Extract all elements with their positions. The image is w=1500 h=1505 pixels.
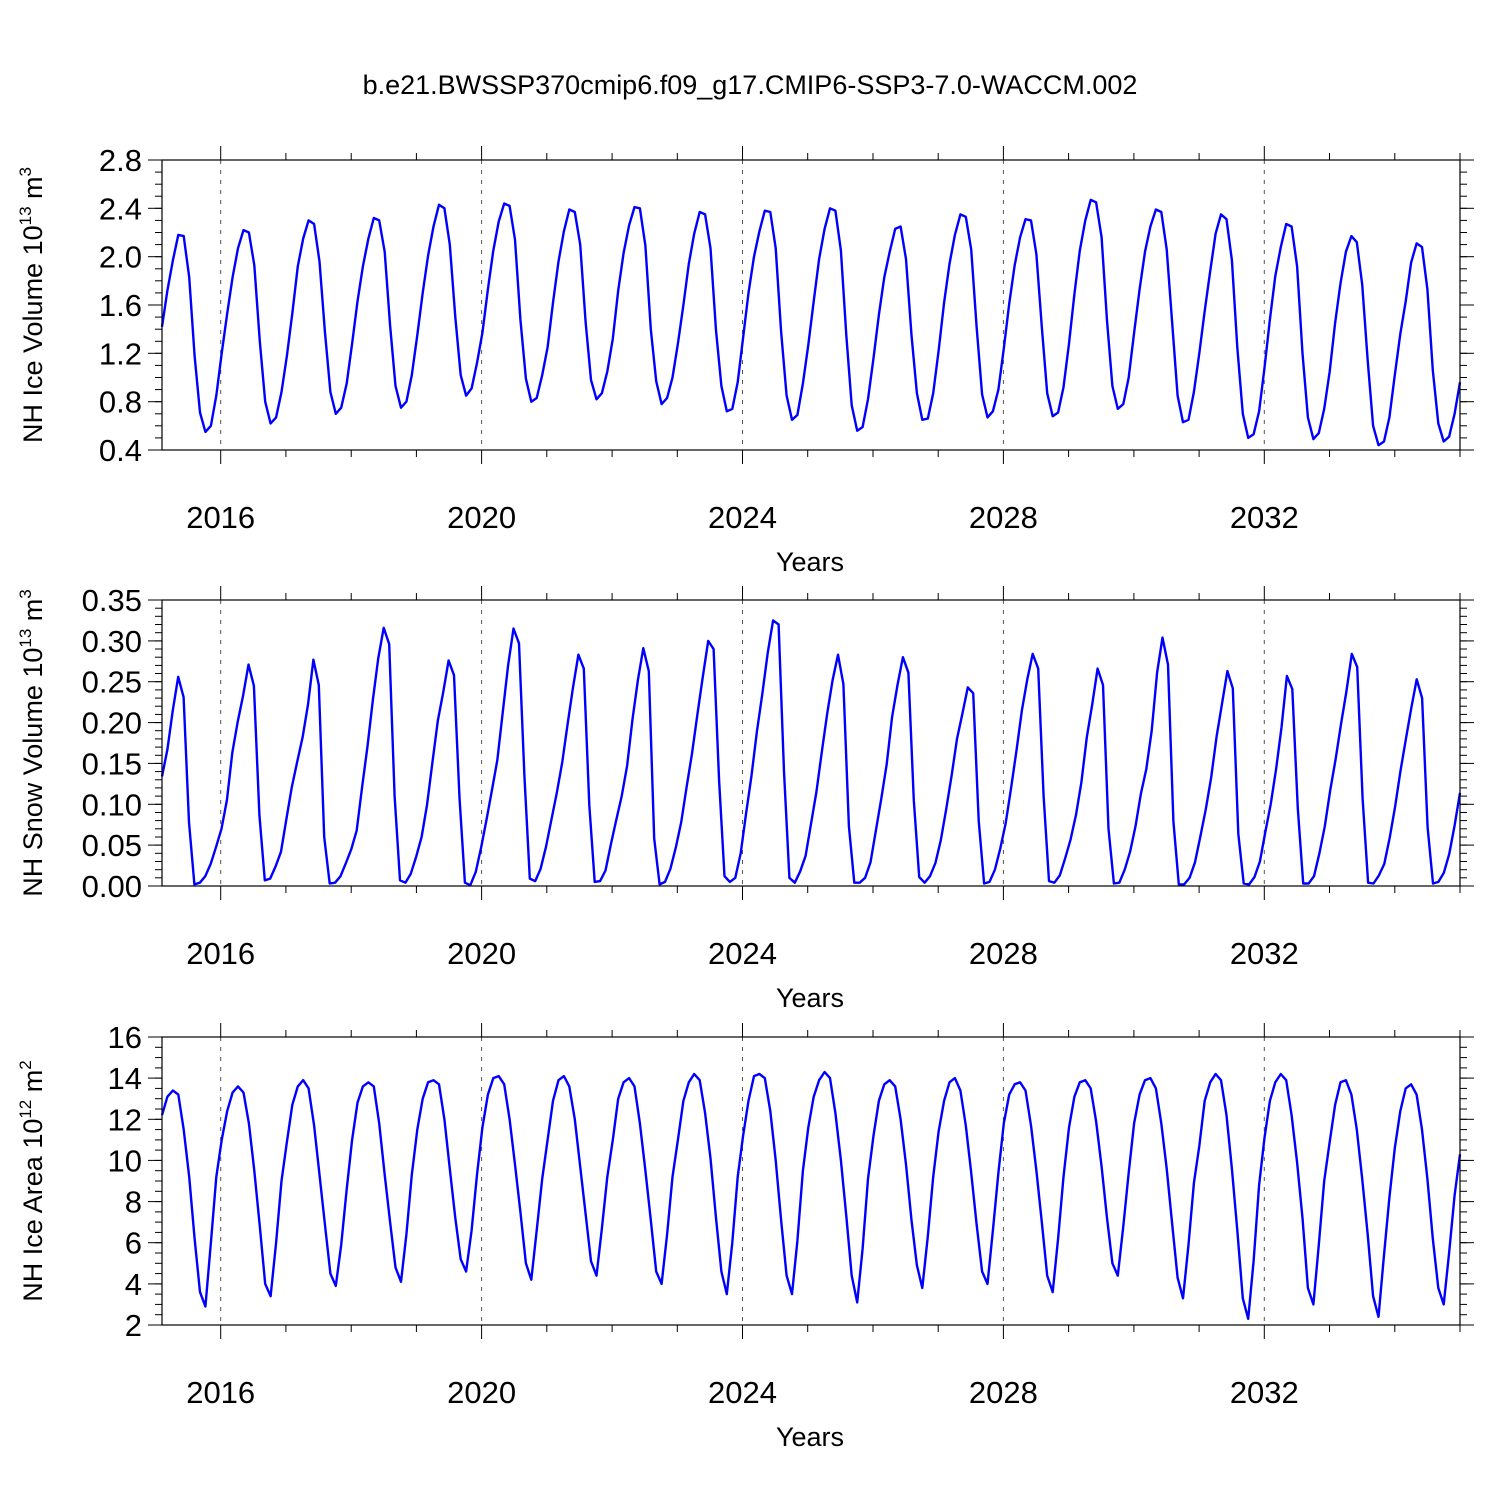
y-tick-label: 0.15 bbox=[82, 746, 142, 781]
y-tick-label: 10 bbox=[108, 1143, 142, 1178]
series-line bbox=[160, 198, 1462, 447]
x-tick-label: 2028 bbox=[969, 500, 1038, 535]
y-tick-label: 2 bbox=[125, 1308, 142, 1343]
y-tick-label: 0.30 bbox=[82, 624, 142, 659]
y-tick-label: 1.2 bbox=[99, 336, 142, 371]
y-tick-label: 1.6 bbox=[99, 288, 142, 323]
x-tick-label: 2020 bbox=[447, 936, 516, 971]
x-tick-label: 2024 bbox=[708, 500, 777, 535]
x-tick-label: 2020 bbox=[447, 1375, 516, 1410]
plot-frame bbox=[161, 1036, 1461, 1326]
series-line bbox=[160, 1070, 1462, 1321]
y-tick-label: 0.20 bbox=[82, 706, 142, 741]
y-tick-label: 0.10 bbox=[82, 787, 142, 822]
chart-title: b.e21.BWSSP370cmip6.f09_g17.CMIP6-SSP3-7… bbox=[362, 70, 1138, 100]
x-tick-label: 2032 bbox=[1230, 936, 1299, 971]
x-tick-label: 2032 bbox=[1230, 500, 1299, 535]
plot-frame bbox=[161, 599, 1461, 887]
x-tick-label: 2016 bbox=[186, 936, 255, 971]
panel-2: 0.00 0.05 0.10 0.15 0.20 0.25 0.30 0.35 2016 2020… bbox=[16, 583, 1474, 1013]
y-axis-label: NH Snow Volume 1013 m3 bbox=[16, 589, 48, 897]
y-tick-label: 6 bbox=[125, 1226, 142, 1261]
x-axis-label: Years bbox=[776, 983, 844, 1013]
y-tick-label: 2.0 bbox=[99, 240, 142, 275]
x-tick-label: 2020 bbox=[447, 500, 516, 535]
y-tick-label: 14 bbox=[108, 1061, 142, 1096]
panel-3: 2 4 6 8 10 12 14 16 2016 2020 2024 2028 2032 Years NH … bbox=[16, 1020, 1474, 1452]
x-tick-label: 2032 bbox=[1230, 1375, 1299, 1410]
y-tick-label: 0.8 bbox=[99, 385, 142, 420]
x-tick-label: 2016 bbox=[186, 1375, 255, 1410]
y-tick-label: 2.8 bbox=[99, 143, 142, 178]
series-line bbox=[160, 619, 1462, 887]
panel-1: 0.4 0.8 1.2 1.6 2.0 2.4 2.8 2016 2020 2024 2028 203… bbox=[16, 143, 1474, 577]
y-tick-label: 0.00 bbox=[82, 869, 142, 904]
x-tick-label: 2028 bbox=[969, 936, 1038, 971]
x-axis-label: Years bbox=[776, 547, 844, 577]
y-tick-label: 0.4 bbox=[99, 433, 142, 468]
x-tick-label: 2024 bbox=[708, 936, 777, 971]
y-tick-label: 12 bbox=[108, 1102, 142, 1137]
y-tick-label: 16 bbox=[108, 1020, 142, 1055]
x-tick-label: 2024 bbox=[708, 1375, 777, 1410]
y-axis-label: NH Ice Volume 1013 m3 bbox=[16, 167, 48, 443]
y-tick-label: 0.25 bbox=[82, 665, 142, 700]
x-tick-label: 2028 bbox=[969, 1375, 1038, 1410]
y-tick-label: 8 bbox=[125, 1185, 142, 1220]
x-axis-label: Years bbox=[776, 1422, 844, 1452]
y-tick-label: 0.35 bbox=[82, 583, 142, 618]
y-tick-label: 2.4 bbox=[99, 191, 142, 226]
y-tick-label: 0.05 bbox=[82, 828, 142, 863]
y-axis-label: NH Ice Area 1012 m2 bbox=[16, 1060, 48, 1301]
x-tick-label: 2016 bbox=[186, 500, 255, 535]
y-tick-label: 4 bbox=[125, 1267, 142, 1302]
plot-frame bbox=[161, 159, 1461, 451]
